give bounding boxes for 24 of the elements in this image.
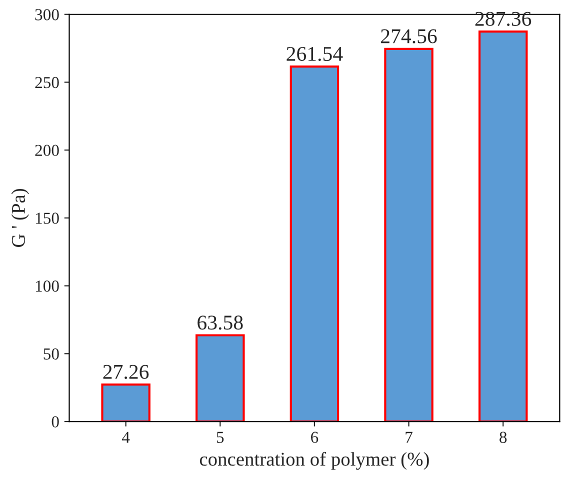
bar <box>101 383 150 422</box>
bar <box>478 30 528 422</box>
bar <box>196 334 245 422</box>
bar <box>384 48 434 422</box>
data-label: 287.36 <box>475 12 532 26</box>
x-tick-label: 6 <box>311 432 318 443</box>
y-tick-label: 150 <box>36 212 59 224</box>
y-tick-label: 250 <box>35 76 59 88</box>
bar <box>290 66 340 422</box>
y-tick-label: 0 <box>52 416 59 428</box>
data-label: 274.56 <box>381 29 437 44</box>
y-tick-label: 50 <box>44 348 59 360</box>
x-tick-label: 8 <box>500 432 507 443</box>
x-tick-label: 4 <box>122 432 130 443</box>
data-label: 27.26 <box>103 364 149 379</box>
y-tick-label: 200 <box>35 144 59 156</box>
data-label: 261.54 <box>286 46 343 62</box>
x-tick-label: 5 <box>216 432 224 443</box>
y-axis-title: G ' (Pa) <box>11 188 29 247</box>
y-tick-label: 300 <box>35 9 59 20</box>
y-tick-label: 100 <box>36 280 59 292</box>
x-axis-title: concentration of polymer (%) <box>200 452 429 470</box>
x-tick-label: 7 <box>406 432 412 443</box>
data-label: 63.58 <box>198 316 243 330</box>
